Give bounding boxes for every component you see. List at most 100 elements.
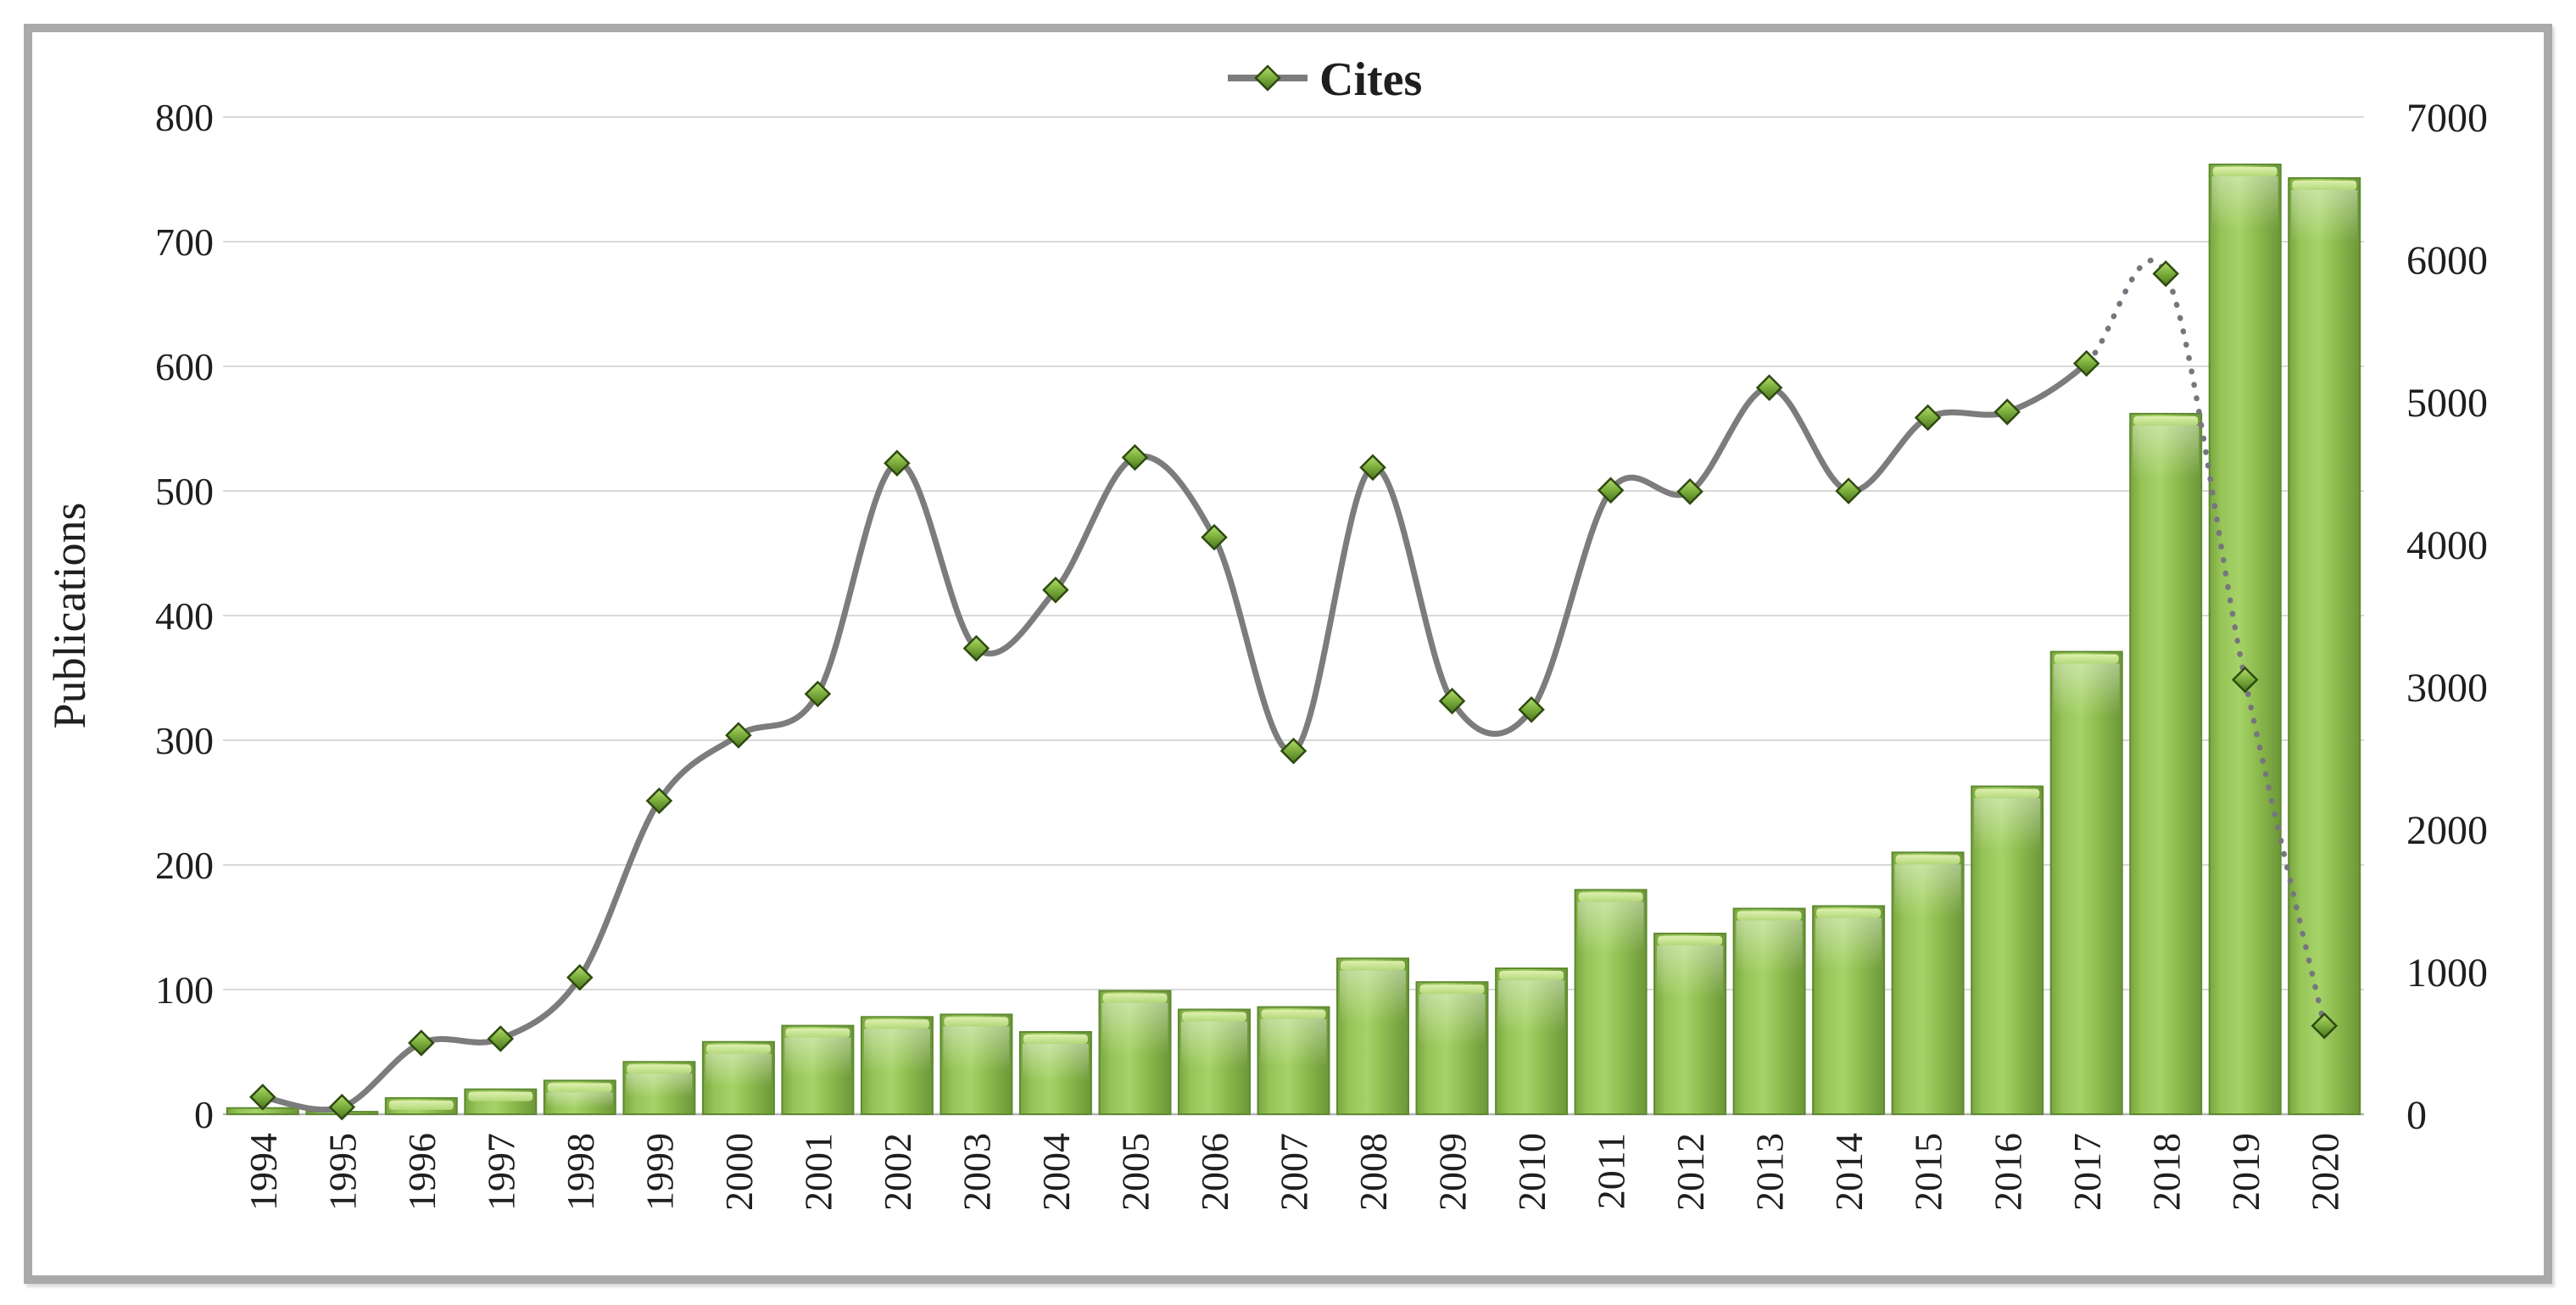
cites-marker-2015 [1914,404,1942,432]
x-tick-label-2019: 2019 [2224,1133,2267,1211]
x-tick-label-1996: 1996 [400,1133,443,1211]
x-axis-tick-labels: 1994 1995 1996 1997 1998 1999 2000 2001 2002 2003… [242,1133,2346,1211]
left-tick-label: 100 [155,968,214,1012]
left-tick-label: 200 [155,844,214,887]
bar-bevel-highlight [1737,911,1802,921]
bar-2020 [2288,177,2361,1115]
bar-1998 [543,1079,616,1116]
cites-marker-2008 [1359,454,1386,482]
x-tick-label-1997: 1997 [479,1133,522,1211]
bar-2015 [1891,851,1965,1115]
cites-marker-1997 [487,1025,515,1052]
bar-bevel-highlight [388,1100,454,1110]
x-tick-label-1999: 1999 [638,1133,682,1211]
bar-2011 [1574,889,1648,1116]
bar-gloss [1974,798,2041,851]
right-tick-label: 6000 [2406,238,2488,283]
bar-2019 [2208,163,2282,1115]
bar-bevel-highlight [468,1091,533,1101]
right-tick-label: 3000 [2406,666,2488,711]
bar-gloss [1736,920,1803,973]
x-tick-label-2018: 2018 [2144,1133,2188,1211]
bar-2008 [1336,957,1409,1116]
cites-marker-2010 [1518,696,1545,723]
bar-2012 [1653,932,1727,1116]
bar-bevel-highlight [1578,892,1643,902]
cites-marker-2019 [2231,666,2259,694]
bar-body [2129,412,2203,1115]
bar-gloss [705,1053,772,1087]
cites-marker-2002 [884,449,911,477]
left-tick-label: 800 [155,96,214,139]
bar-bevel-highlight [1499,971,1564,980]
bar-body [2049,650,2123,1115]
cites-marker-1998 [566,963,594,991]
cites-marker-2007 [1280,737,1308,765]
x-tick-label-1998: 1998 [559,1133,602,1211]
bar-2003 [940,1013,1013,1116]
legend: Cites [1228,53,1422,106]
left-tick-label: 300 [155,719,214,762]
cites-marker-2004 [1042,577,1069,604]
cites-marker-1996 [408,1029,435,1057]
bar-bevel-highlight [705,1044,771,1054]
bar-2016 [1971,785,2044,1116]
bar-2018 [2129,412,2203,1115]
bar-bevel-highlight [1182,1012,1246,1022]
bar-gloss [1022,1044,1089,1081]
cites-marker-2006 [1201,523,1228,551]
bar-bevel-highlight [864,1019,929,1029]
x-tick-label-2020: 2020 [2303,1133,2346,1211]
left-tick-label: 600 [155,345,214,388]
bar-gloss [546,1092,613,1108]
bar-2000 [701,1040,775,1115]
x-tick-label-2016: 2016 [1986,1133,2029,1211]
bar-bevel-highlight [1023,1035,1088,1044]
bar-bevel-highlight [2212,166,2278,176]
x-tick-label-2005: 2005 [1114,1133,1157,1211]
bar-gloss [1498,980,1565,1033]
y-axis-title: Publications [44,503,95,729]
x-tick-label-2004: 2004 [1034,1133,1078,1211]
x-tick-label-2001: 2001 [797,1133,840,1211]
x-tick-label-2008: 2008 [1352,1133,1395,1211]
bar-bevel-highlight [1261,1009,1326,1019]
cites-marker-2012 [1676,478,1703,505]
x-tick-label-2010: 2010 [1510,1133,1553,1211]
bar-body [2208,163,2282,1115]
bar-gloss [2291,190,2358,243]
bar-2001 [781,1024,855,1115]
bar-gloss [2211,176,2278,229]
cites-marker-1995 [328,1093,356,1121]
cites-marker-2009 [1438,688,1466,715]
right-tick-label: 1000 [2406,951,2488,995]
x-tick-label-2017: 2017 [2066,1133,2109,1211]
bar-2002 [860,1016,934,1116]
bar-gloss [1181,1021,1247,1069]
left-tick-label: 700 [155,220,214,264]
bar-1997 [464,1088,538,1115]
left-tick-label: 500 [155,470,214,513]
bar-gloss [626,1074,693,1098]
cites-markers [249,260,2338,1121]
x-tick-label-2012: 2012 [1669,1133,1712,1211]
bar-bevel-highlight [785,1028,850,1038]
legend-label: Cites [1319,53,1422,106]
x-tick-label-2011: 2011 [1590,1133,1633,1209]
bar-1999 [622,1061,696,1116]
bar-gloss [1101,1002,1168,1056]
right-axis-tick-labels: 0 1000 2000 3000 4000 5000 6000 7000 [2406,96,2488,1138]
bar-2017 [2049,650,2123,1115]
cites-marker-2014 [1835,477,1862,505]
x-tick-label-1994: 1994 [242,1133,285,1211]
bar-bevel-highlight [1816,908,1882,918]
bar-bevel-highlight [1419,984,1485,995]
bars-publications [226,163,2361,1116]
bar-gloss [1657,945,1724,998]
right-tick-label: 7000 [2406,96,2488,141]
bar-2007 [1257,1006,1330,1115]
bar-gloss [863,1029,930,1073]
bar-bevel-highlight [547,1083,612,1093]
bar-2004 [1018,1031,1092,1115]
